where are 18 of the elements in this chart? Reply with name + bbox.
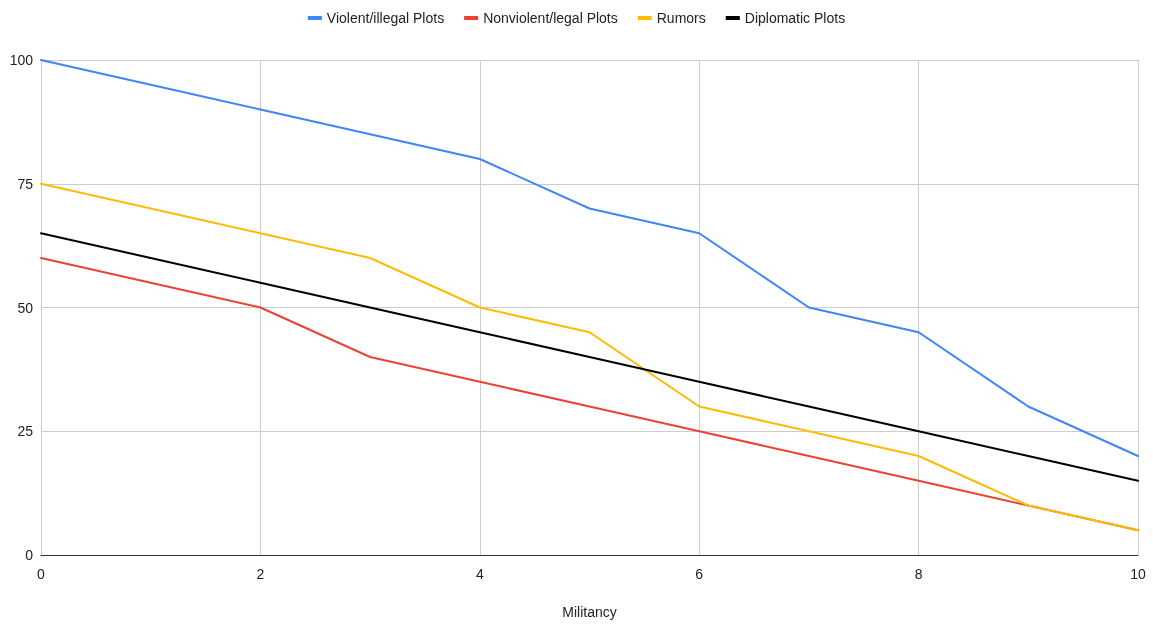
legend-label: Violent/illegal Plots [326,10,445,26]
x-tick-label: 4 [475,566,484,582]
line-series [40,182,1139,532]
x-axis-title: Militancy [562,604,617,620]
x-tick-label: 10 [1130,566,1146,582]
x-tick-label: 0 [37,566,46,582]
y-tick-label: 25 [17,423,34,440]
y-tick-label: 0 [25,547,34,563]
x-tick-label: 6 [695,566,704,582]
legend-label: Diplomatic Plots [744,10,846,26]
legend-label: Rumors [656,10,706,26]
x-tick-label: 8 [914,566,923,582]
y-tick-label: 100 [9,52,34,68]
line-series [40,232,1139,482]
y-tick-label: 50 [17,299,34,316]
legend-label: Nonviolent/legal Plots [483,10,618,26]
y-tick-label: 75 [17,175,34,192]
x-tick-label: 2 [256,566,265,582]
